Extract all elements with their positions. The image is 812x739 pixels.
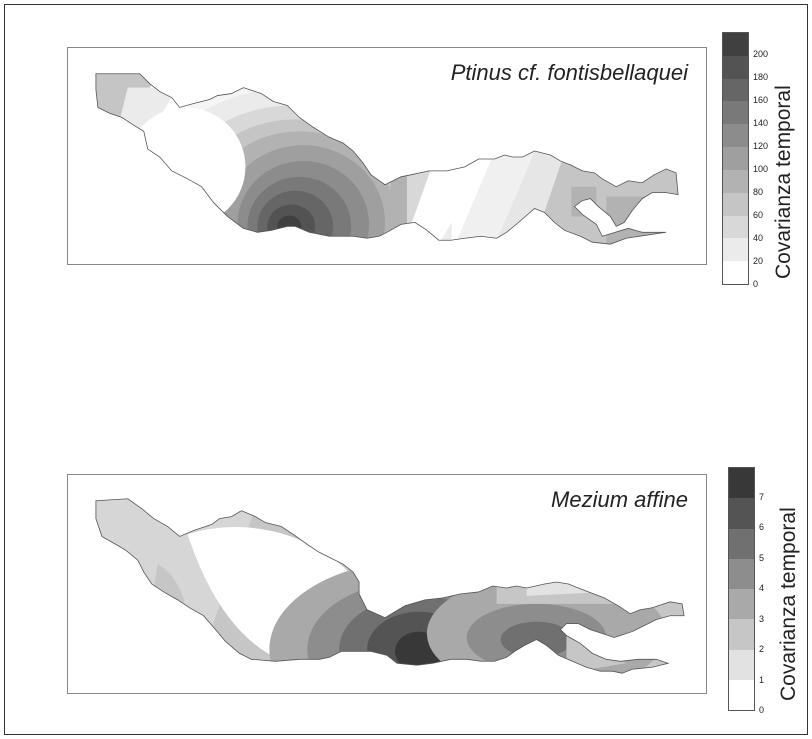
colorbar-tick-label: 40 [753,233,764,243]
colorbar-swatch [729,619,754,650]
colorbar-swatch [723,33,748,56]
colorbar-swatch [729,649,754,680]
colorbar-swatch [723,124,748,148]
colorbar-ptinus [722,32,749,285]
colorbar-tick-label: 0 [753,279,759,289]
map-panel-mezium: Mezium affine [67,474,707,694]
region-outline-mezium [95,498,685,674]
colorbar-tick-label: 120 [753,141,769,151]
colorbar-swatch [729,679,754,710]
colorbar-swatch [723,78,748,102]
colorbar-swatch [723,238,748,262]
colorbar-tick-label: 140 [753,118,769,128]
colorbar-swatch [723,55,748,79]
colorbar-tick-label: 7 [759,491,765,502]
colorbar-swatch [729,468,754,499]
colorbar-swatch [723,261,748,284]
map-title-mezium: Mezium affine [551,487,688,512]
colorbar-swatch [729,498,754,529]
colorbar-tick-label: 160 [753,95,769,105]
map-panel-ptinus: Ptinus cf. fontisbellaquei [67,47,707,265]
colorbar-tick-label: 0 [759,705,765,715]
colorbar-mezium [728,467,755,711]
colorbar-tick-label: 80 [753,187,764,197]
colorbar-tick-label: 200 [753,49,769,59]
colorbar-tick-label: 2 [759,644,765,654]
colorbar-tick-label: 180 [753,72,769,82]
contour-map-ptinus [95,73,679,245]
region-outline-ptinus [95,73,679,245]
colorbar-tick-label: 1 [759,674,765,685]
contour-map-mezium [95,498,685,674]
colorbar-swatch [729,589,754,620]
colorbar-tick-label: 20 [753,256,764,266]
colorbar-swatch [723,101,748,125]
colorbar-tick-label: 100 [753,164,769,174]
colorbar-tick-label: 4 [759,583,765,593]
colorbar-title-mezium: Covarianza temporal [777,507,800,701]
colorbar-tick-label: 6 [759,522,765,532]
colorbar-swatch [723,192,748,216]
colorbar-tick-label: 5 [759,552,765,563]
colorbar-swatch [723,147,748,170]
colorbar-tick-label: 3 [759,613,765,624]
colorbar-swatch [723,215,748,239]
colorbar-swatch [723,169,748,193]
figure-frame [4,4,808,735]
colorbar-tick-label: 60 [753,210,764,220]
colorbar-title-ptinus: Covarianza temporal [772,85,795,279]
colorbar-swatch [729,558,754,589]
map-title-ptinus: Ptinus cf. fontisbellaquei [450,60,688,85]
colorbar-swatch [729,528,754,559]
